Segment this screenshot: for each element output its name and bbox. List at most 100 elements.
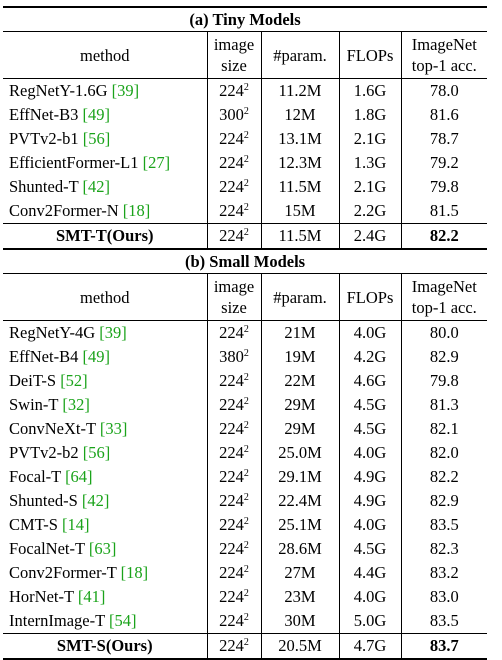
citation-link[interactable]: [27]: [142, 153, 171, 172]
small-ours-section: SMT-S(Ours) 2242 20.5M 4.7G 83.7: [3, 633, 488, 660]
header-accuracy: ImageNet top-1 acc.: [400, 31, 488, 79]
header-accuracy: ImageNet top-1 acc.: [400, 273, 488, 321]
flops-cell: 4.0G: [338, 585, 401, 609]
image-size-cell: 2242: [206, 199, 261, 224]
model-comparison-table: (a) Tiny Models method image size #param.…: [3, 6, 488, 660]
flops-cell: 1.3G: [338, 151, 401, 175]
method-name: RegNetY-1.6G: [9, 81, 108, 100]
citation-link[interactable]: [42]: [81, 491, 110, 510]
params-cell: 12.3M: [260, 151, 339, 175]
header-image-size: image size: [206, 273, 261, 321]
flops-cell: 2.1G: [338, 127, 401, 151]
image-size-cell: 2242: [206, 393, 261, 417]
params-cell: 23M: [260, 585, 339, 609]
size-exponent: 2: [243, 540, 249, 551]
size-exponent: 2: [243, 468, 249, 479]
flops-cell: 1.6G: [338, 78, 401, 103]
flops-cell: 4.9G: [338, 465, 401, 489]
size-exponent: 2: [243, 492, 249, 503]
size-base: 224: [219, 201, 244, 220]
params-cell: 11.5M: [260, 175, 339, 199]
accuracy-cell: 82.2: [400, 465, 488, 489]
method-name: EffNet-B4: [9, 347, 79, 366]
flops-cell: 2.1G: [338, 175, 401, 199]
size-base: 224: [219, 611, 244, 630]
size-base: 300: [219, 105, 244, 124]
method-name: RegNetY-4G: [9, 323, 96, 342]
image-size-cell: 2242: [206, 320, 261, 345]
size-base: 224: [219, 515, 244, 534]
header-image-size: image size: [206, 31, 261, 79]
method-name: FocalNet-T: [9, 539, 85, 558]
size-exponent: 2: [243, 178, 249, 189]
header-params: #param.: [260, 273, 339, 321]
table-row: Conv2Former-N [18] 2242 15M 2.2G 81.5: [3, 199, 488, 224]
citation-link[interactable]: [18]: [122, 201, 151, 220]
size-exponent: 2: [243, 396, 249, 407]
citation-link[interactable]: [39]: [111, 81, 140, 100]
params-cell: 21M: [260, 320, 339, 345]
method-name: Focal-T: [9, 467, 61, 486]
table-row: HorNet-T [41] 2242 23M 4.0G 83.0: [3, 585, 488, 609]
method-name: EffNet-B3: [9, 105, 79, 124]
small-model-rows: RegNetY-4G [39] 2242 21M 4.0G 80.0 EffNet-B4 …: [3, 320, 488, 634]
accuracy-cell: 83.0: [400, 585, 488, 609]
size-base: 224: [219, 563, 244, 582]
citation-link[interactable]: [32]: [62, 395, 90, 414]
method-cell: EffNet-B3 [49]: [3, 103, 207, 127]
method-name: CMT-S: [9, 515, 58, 534]
accuracy-cell: 82.9: [400, 489, 488, 513]
citation-link[interactable]: [54]: [109, 611, 137, 630]
table-row: ConvNeXt-T [33] 2242 29M 4.5G 82.1: [3, 417, 488, 441]
params-cell: 28.6M: [260, 537, 339, 561]
size-base: 224: [219, 153, 244, 172]
size-exponent: 2: [243, 588, 249, 599]
size-exponent: 2: [243, 637, 249, 648]
accuracy-cell: 81.6: [400, 103, 488, 127]
flops-cell: 4.5G: [338, 417, 401, 441]
flops-cell: 4.6G: [338, 369, 401, 393]
citation-link[interactable]: [49]: [82, 105, 110, 124]
citation-link[interactable]: [41]: [77, 587, 106, 606]
citation-link[interactable]: [64]: [65, 467, 93, 486]
method-name: Conv2Former-T: [9, 563, 117, 582]
accuracy-cell: 80.0: [400, 320, 488, 345]
header-acc-line2: top-1 acc.: [411, 298, 477, 317]
header-params: #param.: [260, 31, 339, 79]
method-cell: FocalNet-T [63]: [3, 537, 207, 561]
citation-link[interactable]: [42]: [82, 177, 111, 196]
method-cell: Swin-T [32]: [3, 393, 207, 417]
params-cell: 30M: [260, 609, 339, 634]
ours-flops: 2.4G: [338, 223, 401, 249]
table-row: Swin-T [32] 2242 29M 4.5G 81.3: [3, 393, 488, 417]
accuracy-cell: 82.9: [400, 345, 488, 369]
citation-link[interactable]: [33]: [99, 419, 128, 438]
params-cell: 29M: [260, 393, 339, 417]
flops-cell: 2.2G: [338, 199, 401, 224]
citation-link[interactable]: [18]: [120, 563, 149, 582]
table-row: CMT-S [14] 2242 25.1M 4.0G 83.5: [3, 513, 488, 537]
image-size-cell: 2242: [206, 441, 261, 465]
citation-link[interactable]: [49]: [82, 347, 110, 366]
size-base: 380: [219, 347, 244, 366]
table-row: EffNet-B4 [49] 3802 19M 4.2G 82.9: [3, 345, 488, 369]
table-row: EfficientFormer-L1 [27] 2242 12.3M 1.3G 79.2: [3, 151, 488, 175]
citation-link[interactable]: [39]: [99, 323, 127, 342]
header-size-line2: size: [221, 298, 247, 317]
citation-link[interactable]: [14]: [62, 515, 90, 534]
accuracy-cell: 81.5: [400, 199, 488, 224]
accuracy-cell: 79.8: [400, 369, 488, 393]
image-size-cell: 2242: [206, 78, 261, 103]
size-base: 224: [219, 419, 244, 438]
citation-link[interactable]: [56]: [82, 129, 111, 148]
citation-link[interactable]: [52]: [60, 371, 88, 390]
citation-link[interactable]: [63]: [88, 539, 117, 558]
accuracy-cell: 82.3: [400, 537, 488, 561]
citation-link[interactable]: [56]: [82, 443, 111, 462]
params-cell: 15M: [260, 199, 339, 224]
table-row: RegNetY-4G [39] 2242 21M 4.0G 80.0: [3, 320, 488, 345]
table-row: InternImage-T [54] 2242 30M 5.0G 83.5: [3, 609, 488, 634]
section-title: (a) Tiny Models: [3, 6, 488, 32]
flops-cell: 4.4G: [338, 561, 401, 585]
params-cell: 19M: [260, 345, 339, 369]
